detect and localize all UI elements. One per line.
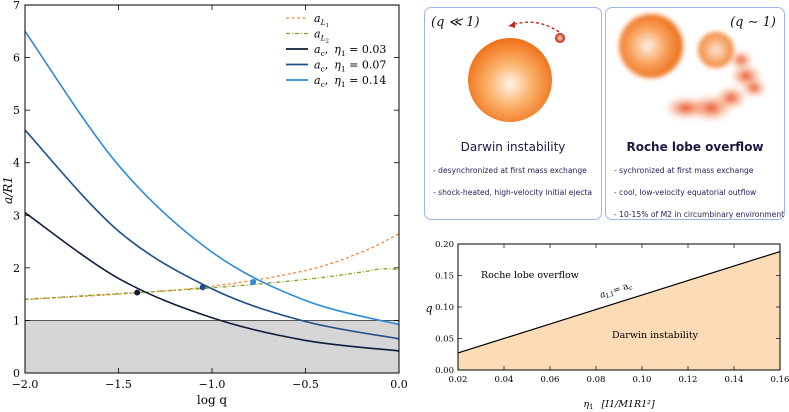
series-line-ac_0.14 — [24, 30, 400, 326]
legend-label-ac_0.14: ac, η1 = 0.14 — [314, 74, 386, 89]
darwin-region-layer — [457, 250, 781, 370]
darwin-bullet: - shock-heated, high-velocity initial ej… — [433, 188, 593, 197]
legend-label-ac_0.03: ac, η1 = 0.03 — [314, 43, 386, 58]
roche-q-label: (q ∼ 1) — [730, 15, 776, 30]
y-tick-label: 0 — [13, 367, 20, 380]
legend-label-aL2: aL2 — [314, 28, 329, 45]
accretor-star-icon — [698, 32, 734, 68]
chart2-ylabel: q — [425, 302, 432, 315]
q-eta-chart: 0.02 0.04 0.06 0.08 0.10 0.12 0.14 0.16 0.00 0.05… — [425, 240, 789, 411]
chart1-ylabel: a/R1 — [1, 176, 15, 204]
y-tick-label: 1 — [13, 314, 20, 327]
y-tick-label: 6 — [13, 52, 20, 65]
roche-illustration — [619, 14, 767, 122]
series-layer — [24, 30, 400, 352]
series-line-aL2 — [24, 268, 400, 301]
darwin-region-fill — [458, 251, 780, 370]
roche-lobe-panel: (q ∼ 1) Roche lobe overflow - sychronize… — [605, 7, 785, 220]
y-tick-label: 0.15 — [435, 272, 454, 282]
arrow-head-icon — [509, 21, 515, 28]
x-tick-label: 0.06 — [541, 375, 560, 385]
intersection-marker-0 — [134, 289, 141, 296]
chart2-xlabel: η1 [I1/M1R1²] — [583, 399, 655, 411]
y-tick-label: 5 — [13, 104, 20, 117]
y-tick-label: 0.00 — [435, 366, 454, 376]
y-tick-label: 0.20 — [435, 240, 454, 250]
roche-bullet: - sychronized at first mass exchange — [614, 166, 754, 175]
x-tick-label: −0.5 — [292, 378, 319, 391]
roche-bullet-list: - sychronized at first mass exchange - c… — [614, 166, 785, 232]
roche-bullet: - cool, low-velocity equatorial outflow — [614, 188, 757, 197]
x-tick-label: 0.0 — [390, 378, 408, 391]
x-tick-label: −2.0 — [12, 378, 39, 391]
series-line-ac_0.03 — [24, 212, 400, 352]
y-tick-label: 0.10 — [435, 303, 454, 313]
intersection-marker-1 — [199, 284, 206, 291]
x-tick-label: 0.16 — [771, 375, 789, 385]
darwin-instability-panel: (q ≪ 1) Darwin instability - desynchroni… — [424, 7, 602, 220]
x-tick-label: 0.14 — [725, 375, 744, 385]
shaded-region-layer — [25, 320, 399, 373]
darwin-q-label: (q ≪ 1) — [431, 15, 480, 30]
x-tick-label: 0.10 — [633, 375, 652, 385]
darwin-bullet: - desynchronized at first mass exchange — [433, 166, 587, 175]
darwin-illustration — [468, 21, 565, 122]
darwin-bullet-list: - desynchronized at first mass exchange … — [433, 166, 597, 210]
y-tick-label: 2 — [13, 262, 20, 275]
x-tick-label: 0.02 — [449, 375, 468, 385]
orbit-arrow-icon — [508, 21, 560, 33]
series-line-ac_0.07 — [24, 129, 400, 340]
chart1-xlabel: log q — [197, 393, 228, 407]
boundary-line — [457, 250, 781, 354]
primary-star-icon — [468, 38, 552, 122]
legend-label-ac_0.07: ac, η1 = 0.07 — [314, 59, 386, 74]
x-tick-label: −1.5 — [105, 378, 132, 391]
donor-star-icon — [619, 14, 683, 78]
marker-layer — [134, 279, 257, 296]
lower-region-label: Darwin instability — [612, 330, 699, 341]
series-line-aL1 — [24, 233, 400, 301]
x-tick-label: −1.0 — [199, 378, 226, 391]
y-tick-label: 4 — [13, 157, 20, 170]
intersection-marker-2 — [250, 279, 257, 286]
y-tick-label: 0.05 — [435, 335, 454, 345]
x-tick-label: 0.04 — [495, 375, 514, 385]
outflow-stream-icon — [664, 50, 767, 122]
shaded-region — [25, 320, 399, 373]
darwin-title: Darwin instability — [460, 140, 566, 154]
svg-text:a/R1: a/R1 — [1, 176, 15, 204]
roche-title: Roche lobe overflow — [626, 140, 764, 154]
x-tick-label: 0.08 — [587, 375, 606, 385]
roche-bullet: - 10-15% of M2 in circumbinary environme… — [614, 210, 785, 219]
legend-label-aL1: aL1 — [314, 12, 329, 29]
chart2-axes-layer: 0.02 0.04 0.06 0.08 0.10 0.12 0.14 0.16 0.00 0.05… — [435, 240, 789, 385]
y-tick-label: 7 — [13, 0, 20, 12]
separation-chart: −2.0 −1.5 −1.0 −0.5 0.0 0 1 2 3 4 5 6 7 log q a/R1 a… — [1, 0, 408, 407]
axes-layer: −2.0 −1.5 −1.0 −0.5 0.0 0 1 2 3 4 5 6 7 — [12, 0, 408, 391]
upper-region-label: Roche lobe overflow — [481, 270, 579, 281]
companion-star-icon — [555, 33, 565, 43]
y-tick-label: 3 — [13, 209, 20, 222]
x-tick-label: 0.12 — [679, 375, 698, 385]
